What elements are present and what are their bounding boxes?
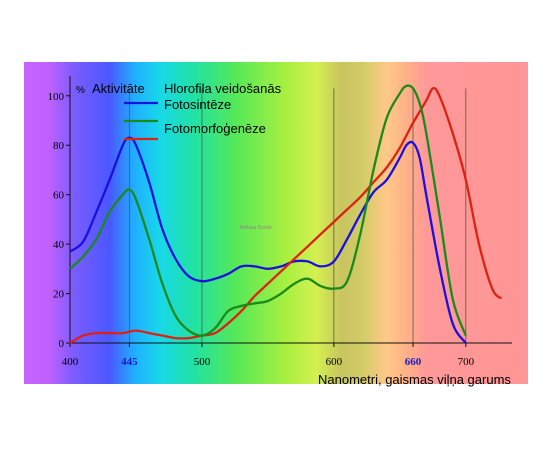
legend-title: Hlorofila veidošanās (164, 81, 282, 96)
y-tick-label-0: 0 (59, 338, 65, 350)
y-tick-label-80: 80 (53, 140, 65, 152)
y-tick-label-100: 100 (48, 91, 65, 103)
y-tick-label-40: 40 (53, 239, 65, 251)
y-axis-unit: % (76, 85, 85, 96)
x-tick-label-400: 400 (62, 356, 79, 368)
x-tick-label-600: 600 (326, 356, 343, 368)
y-tick-label-60: 60 (53, 190, 65, 202)
axes (66, 76, 512, 347)
gridlines (128, 88, 467, 343)
series-line-3 (69, 84, 467, 337)
x-ticks: 400 500 600 700 445 660 (62, 343, 475, 368)
y-axis-label: Aktivitāte (92, 81, 145, 96)
watermark: Bellass Durvis (240, 225, 272, 231)
x-highlight-label-445: 445 (121, 356, 138, 368)
x-highlight-label-660: 660 (405, 356, 422, 368)
y-ticks: 0 20 40 60 80 100 (48, 91, 70, 350)
series-line-2 (69, 86, 503, 345)
x-tick-label-700: 700 (458, 356, 475, 368)
legend-label-1: Fotosintēze (164, 97, 231, 112)
y-tick-label-20: 20 (53, 289, 65, 301)
legend-label-2: Fotomorfoģenēze (164, 121, 266, 136)
spectrum-background (24, 62, 528, 384)
x-tick-label-500: 500 (194, 356, 211, 368)
x-axis-label: Nanometri, gaismas viļņa garums (318, 372, 511, 387)
